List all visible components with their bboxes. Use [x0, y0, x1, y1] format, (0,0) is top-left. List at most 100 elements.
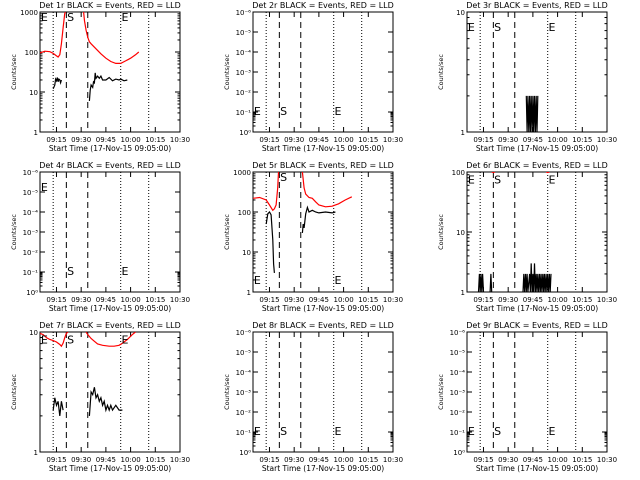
y-tick-label: 10⁻⁶	[450, 329, 466, 337]
x-tick-label: 09:45	[309, 296, 329, 304]
marker-label: E	[41, 333, 48, 346]
marker-label: E	[254, 105, 261, 118]
y-tick-label: 10⁻¹	[450, 429, 466, 437]
marker-label: E	[468, 21, 475, 34]
x-tick-label: 09:45	[96, 456, 116, 464]
x-tick-label: 10:00	[120, 136, 140, 144]
marker-label: E	[468, 173, 475, 186]
marker-label: S	[494, 425, 501, 438]
marker-label: E	[122, 265, 129, 278]
x-tick-label: 10:00	[120, 456, 140, 464]
detector-panel: Det 5r BLACK = Events, RED = LLD 1 10 100 10…	[223, 161, 403, 313]
y-tick-label: 10⁻³	[450, 389, 466, 397]
x-tick-label: 10:15	[145, 296, 165, 304]
x-tick-label: 10:15	[572, 296, 592, 304]
detector-panel: Det 3r BLACK = Events, RED = LLD 1 10 09:15…	[437, 1, 617, 153]
panel-title: Det 7r BLACK = Events, RED = LLD	[39, 321, 181, 330]
x-tick-label: 09:15	[259, 136, 279, 144]
y-tick-label: 100	[25, 49, 38, 57]
x-tick-label: 09:15	[46, 296, 66, 304]
x-tick-label: 10:00	[333, 136, 353, 144]
y-axis-label: Counts/sec	[437, 374, 445, 410]
y-tick-label: 10⁻³	[236, 389, 252, 397]
y-tick-label: 10⁻²	[236, 409, 252, 417]
marker-label: E	[335, 274, 342, 287]
x-tick-label: 10:00	[547, 456, 567, 464]
y-tick-label: 10⁻¹	[23, 269, 39, 277]
marker-label: S	[67, 265, 74, 278]
x-tick-label: 10:30	[383, 296, 403, 304]
x-tick-label: 10:15	[145, 136, 165, 144]
x-tick-label: 09:15	[46, 456, 66, 464]
x-tick-label: 09:30	[71, 456, 91, 464]
marker-label: E	[549, 21, 556, 34]
x-tick-label: 10:15	[572, 456, 592, 464]
panel-title: Det 3r BLACK = Events, RED = LLD	[466, 1, 608, 10]
panel-title: Det 5r BLACK = Events, RED = LLD	[252, 161, 394, 170]
marker-label: S	[494, 21, 501, 34]
marker-label: E	[122, 11, 129, 24]
x-tick-label: 10:30	[597, 296, 617, 304]
x-tick-label: 09:15	[46, 136, 66, 144]
marker-label: S	[67, 333, 74, 346]
y-axis-label: Counts/sec	[10, 214, 18, 250]
marker-label: E	[549, 425, 556, 438]
lld-series-line	[253, 172, 353, 212]
panel-title: Det 4r BLACK = Events, RED = LLD	[39, 161, 181, 170]
x-tick-label: 10:15	[358, 136, 378, 144]
y-tick-label: 10⁻⁴	[236, 49, 252, 57]
y-tick-label: 10⁻⁴	[236, 369, 252, 377]
x-tick-label: 10:00	[333, 456, 353, 464]
x-tick-label: 09:15	[259, 456, 279, 464]
y-tick-label: 1	[247, 289, 251, 297]
y-tick-label: 1	[34, 129, 38, 137]
x-tick-label: 09:45	[309, 136, 329, 144]
x-tick-label: 10:00	[120, 296, 140, 304]
x-tick-label: 10:30	[383, 136, 403, 144]
marker-label: E	[41, 11, 48, 24]
lld-series-line	[40, 332, 136, 348]
marker-label: E	[254, 274, 261, 287]
plot-frame	[39, 331, 181, 453]
x-tick-label: 09:30	[498, 296, 518, 304]
y-axis-label: Counts/sec	[223, 374, 231, 410]
marker-label: E	[468, 425, 475, 438]
detector-panel: Det 4r BLACK = Events, RED = LLD 10⁰ 10⁻¹ 1…	[10, 161, 190, 313]
y-tick-label: 100	[238, 209, 251, 217]
detector-panel: Det 7r BLACK = Events, RED = LLD 1 10 09:15…	[10, 321, 190, 473]
y-tick-label: 10⁻¹	[236, 429, 252, 437]
y-tick-label: 10⁻⁵	[23, 189, 39, 197]
y-tick-label: 10⁻⁴	[450, 369, 466, 377]
y-tick-label: 10⁻²	[236, 89, 252, 97]
y-tick-label: 10⁻⁵	[450, 349, 466, 357]
x-tick-label: 09:45	[309, 456, 329, 464]
plot-frame	[39, 11, 181, 133]
detector-panel: Det 6r BLACK = Events, RED = LLD 1 10 100 09…	[437, 161, 617, 313]
y-axis-label: Counts/sec	[223, 214, 231, 250]
x-tick-label: 10:30	[383, 456, 403, 464]
x-axis-label: Start Time (17-Nov-15 09:05:00)	[476, 304, 598, 313]
y-tick-label: 100	[452, 169, 465, 177]
y-tick-label: 1000	[20, 9, 38, 17]
y-axis-label: Counts/sec	[10, 374, 18, 410]
panel-title: Det 8r BLACK = Events, RED = LLD	[252, 321, 394, 330]
x-tick-label: 09:15	[259, 296, 279, 304]
y-tick-label: 1	[461, 129, 465, 137]
x-axis-label: Start Time (17-Nov-15 09:05:00)	[262, 304, 384, 313]
panel-title: Det 1r BLACK = Events, RED = LLD	[39, 1, 181, 10]
marker-label: E	[335, 425, 342, 438]
x-tick-label: 09:30	[284, 456, 304, 464]
detector-panel: Det 1r BLACK = Events, RED = LLD 1 10 100 10…	[10, 1, 190, 153]
y-tick-label: 10	[29, 329, 38, 337]
y-tick-label: 10	[456, 229, 465, 237]
x-tick-label: 09:45	[523, 296, 543, 304]
x-tick-label: 10:15	[145, 456, 165, 464]
x-tick-label: 10:15	[358, 456, 378, 464]
events-series-line	[52, 72, 128, 101]
y-tick-label: 10⁻⁴	[23, 209, 39, 217]
y-tick-label: 1	[34, 449, 38, 457]
x-axis-label: Start Time (17-Nov-15 09:05:00)	[262, 144, 384, 153]
detector-panel: Det 8r BLACK = Events, RED = LLD 10⁰ 10⁻¹ 1…	[223, 321, 403, 473]
x-tick-label: 10:00	[547, 296, 567, 304]
